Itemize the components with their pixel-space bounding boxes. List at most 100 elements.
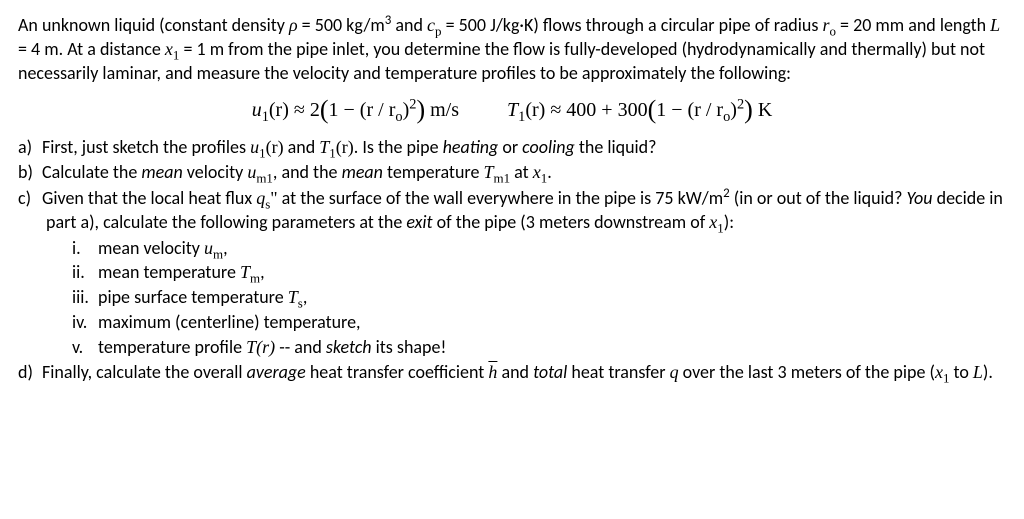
- civ-t1: maximum (centerline) temperature,: [98, 311, 361, 333]
- qc-exp2: 2: [723, 186, 730, 201]
- question-list: a)First, just sketch the profiles u1(r) …: [18, 136, 1006, 386]
- part-c-v: v.temperature profile T(r) -- and sketch…: [72, 336, 1006, 360]
- qc-qsprime: ": [270, 188, 277, 208]
- part-c-i: i.mean velocity um,: [72, 237, 1006, 261]
- qc-t4: of the liquid?: [806, 187, 907, 209]
- cv-Tr: T(r): [246, 337, 275, 357]
- intro-and: and: [391, 14, 427, 36]
- cp-symbol: c: [427, 15, 435, 35]
- qb-t5: at: [510, 161, 533, 183]
- submarker-ii: ii.: [72, 261, 98, 285]
- ci-u: u: [204, 238, 213, 258]
- qb-t4: temperature: [383, 161, 484, 183]
- qb-umsub: m1: [256, 171, 273, 186]
- submarker-iv: iv.: [72, 311, 98, 335]
- qc-t3: (in or out: [730, 187, 806, 209]
- L-value: = 4 m. At a distance: [18, 38, 165, 60]
- u-arg: (r) ≈ 2: [269, 99, 320, 121]
- qb-t1: Calculate the: [42, 161, 141, 183]
- ci-usub: m: [213, 246, 223, 261]
- rparen1: ): [416, 95, 425, 124]
- ro-sub1: o: [395, 109, 402, 125]
- qd-x1: x: [935, 362, 943, 382]
- part-c-ii: ii.mean temperature Tm,: [72, 261, 1006, 285]
- ciii-T: T: [288, 287, 298, 307]
- qb-mean2: mean: [342, 161, 383, 183]
- equation-line: u1(r) ≈ 2(1 − (r / ro)2) m/sT1(r) ≈ 400 …: [18, 91, 1006, 125]
- T-units: K: [753, 99, 772, 121]
- qd-t1: Finally, calculate the overall: [42, 361, 247, 383]
- lparen2: (: [648, 95, 657, 124]
- qd-t4: heat transfer: [567, 361, 669, 383]
- qc-qs: q: [256, 188, 265, 208]
- qd-t2: heat transfer coefficient: [306, 361, 489, 383]
- qd-q: q: [670, 362, 679, 382]
- qc-exit: exit: [406, 211, 432, 233]
- marker-d: d): [18, 361, 42, 385]
- marker-b: b): [18, 161, 42, 185]
- qc-t7: downstream of: [594, 211, 709, 233]
- cv-t2: -- and: [275, 336, 326, 358]
- submarker-i: i.: [72, 237, 98, 261]
- cii-t1: mean temperature: [98, 261, 240, 283]
- qd-t8: ).: [983, 361, 993, 383]
- ci-comma: ,: [223, 237, 228, 259]
- cv-t1: temperature profile: [98, 336, 246, 358]
- T-inner: 1 − (r / r: [656, 99, 723, 121]
- rparen2: ): [744, 95, 753, 124]
- submarker-v: v.: [72, 336, 98, 360]
- lparen1: (: [320, 95, 329, 124]
- part-d: d)Finally, calculate the overall average…: [18, 361, 1006, 385]
- qd-t3: and: [497, 361, 533, 383]
- problem-intro: An unknown liquid (constant density ρ = …: [18, 14, 1006, 85]
- u-sub: 1: [262, 109, 269, 125]
- qa-u1: u: [250, 137, 259, 157]
- qb-Tm: T: [484, 162, 494, 182]
- qd-t7: to: [949, 361, 972, 383]
- qd-avg: average: [247, 361, 306, 383]
- qa-u1arg: (r): [266, 137, 284, 157]
- cii-comma: ,: [260, 261, 265, 283]
- x-value: = 1 m from the pipe inlet, you determine…: [179, 38, 564, 60]
- qc-t2: at the surface of the wall everywhere in…: [278, 187, 724, 209]
- marker-c: c): [18, 187, 42, 211]
- rho-symbol: ρ: [289, 15, 298, 35]
- u-inner: 1 − (r / r: [329, 99, 396, 121]
- T-arg: (r) ≈ 400 + 300: [525, 99, 647, 121]
- cii-Tsub: m: [250, 271, 260, 286]
- qd-t5: over the last 3: [679, 361, 791, 383]
- cp-value: = 500 J/kg·K) flows through a circular p…: [442, 14, 774, 36]
- qb-um: u: [247, 162, 256, 182]
- intro-line4: and temperature profiles to be approxima…: [353, 62, 791, 84]
- rho-value: = 500 kg/m: [298, 14, 385, 36]
- part-c-sublist: i.mean velocity um, ii.mean temperature …: [46, 237, 1006, 360]
- qa-T1: T: [319, 137, 329, 157]
- qa-cooling: cooling: [522, 136, 575, 158]
- qd-total: total: [533, 361, 567, 383]
- part-a: a)First, just sketch the profiles u1(r) …: [18, 136, 1006, 160]
- cv-sketch: sketch: [326, 336, 372, 358]
- ci-t1: mean velocity: [98, 237, 204, 259]
- qa-or: or: [498, 136, 522, 158]
- r-value: = 20 mm and length: [836, 14, 990, 36]
- qc-you: You: [907, 187, 933, 209]
- ciii-comma: ,: [303, 286, 308, 308]
- qd-L: L: [973, 362, 983, 382]
- ciii-t1: pipe surface temperature: [98, 286, 288, 308]
- sq2: ): [730, 99, 737, 121]
- qb-t6: .: [547, 161, 552, 183]
- qb-t3: , and the: [273, 161, 342, 183]
- qa-heating: heating: [443, 136, 499, 158]
- cii-T: T: [240, 262, 250, 282]
- qa-T1arg: (r): [336, 137, 354, 157]
- qa-t3: the liquid?: [575, 136, 657, 158]
- part-c-iii: iii.pipe surface temperature Ts,: [72, 286, 1006, 310]
- submarker-iii: iii.: [72, 286, 98, 310]
- qb-Tmsub: m1: [494, 171, 511, 186]
- u-units: m/s: [425, 99, 459, 121]
- qc-t8: ):: [724, 211, 734, 233]
- cv-t3: its shape!: [372, 336, 447, 358]
- T-sym: T: [507, 99, 518, 121]
- qa-t1: First, just sketch the profiles: [42, 136, 250, 158]
- intro-text: An unknown liquid (constant density: [18, 14, 289, 36]
